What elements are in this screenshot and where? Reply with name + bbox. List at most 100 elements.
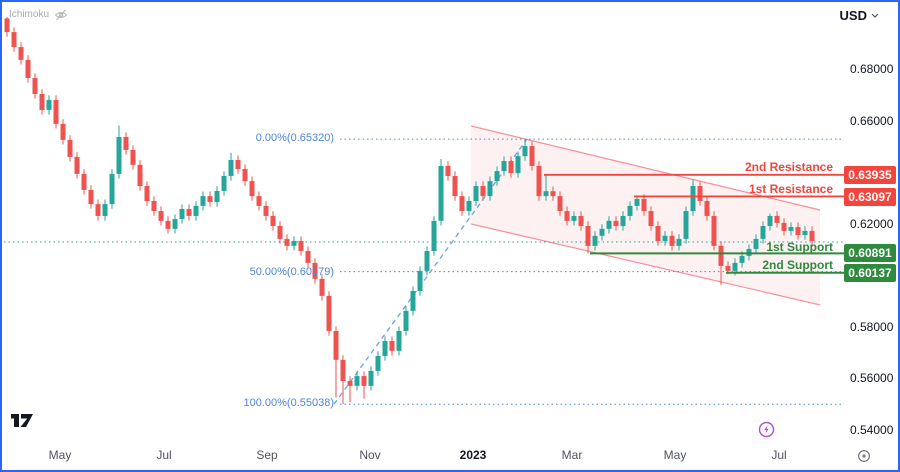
candle-body: [39, 93, 45, 110]
resistance-1-label[interactable]: 1st Resistance: [748, 182, 833, 196]
candle-body: [774, 215, 780, 223]
resistance-2-label[interactable]: 2nd Resistance: [744, 160, 833, 174]
candle-body: [760, 226, 766, 239]
candle-body: [739, 255, 745, 263]
candle-body: [158, 211, 164, 221]
candle-body: [291, 240, 297, 246]
support-2-label[interactable]: 2nd Support: [762, 258, 833, 272]
x-axis-tick: May: [48, 448, 72, 462]
candle-body: [718, 245, 724, 266]
candle-body: [354, 376, 360, 386]
candle-body: [550, 191, 556, 197]
candle-body: [592, 235, 598, 246]
candle-body: [466, 200, 472, 212]
tradingview-logo-icon[interactable]: [10, 413, 34, 434]
candle-body: [284, 238, 290, 246]
candle-body: [599, 228, 605, 236]
price-badge-resistance-2: 0.63935: [844, 166, 896, 184]
candle-body: [263, 205, 269, 216]
chevron-down-icon: [871, 13, 879, 18]
candle-body: [613, 220, 619, 227]
fib-label-0[interactable]: 0.00%(0.65320): [255, 132, 334, 144]
candle-body: [179, 208, 185, 220]
x-axis-tick: Jul: [771, 448, 787, 462]
candle-body: [417, 270, 423, 291]
x-axis-tick: Nov: [359, 448, 381, 462]
candle-body: [32, 77, 38, 94]
candle-body: [361, 376, 367, 386]
candle-body: [228, 159, 234, 176]
candle-body: [487, 181, 493, 197]
candle-body: [564, 211, 570, 221]
support-1-label[interactable]: 1st Support: [766, 240, 833, 254]
candle-body: [305, 251, 311, 263]
candle-body: [11, 32, 17, 48]
candle-body: [438, 165, 444, 221]
candle-body: [473, 186, 479, 201]
candle-body: [781, 222, 787, 231]
candle-body: [249, 181, 255, 197]
candle-body: [396, 330, 402, 351]
candle-body: [536, 165, 542, 197]
candle-body: [221, 175, 227, 191]
candle-body: [200, 196, 206, 206]
fib-label-100[interactable]: 100.00%(0.55038): [243, 397, 334, 409]
candle-body: [81, 173, 87, 190]
candle-body: [802, 230, 808, 236]
price-badge-support-1: 0.60891: [844, 244, 896, 262]
candle-body: [690, 186, 696, 212]
candle-body: [627, 205, 633, 216]
candle-body: [214, 190, 220, 203]
candle-body: [634, 198, 640, 206]
candle-body: [368, 370, 374, 386]
candle-body: [669, 235, 675, 246]
candle-body: [375, 355, 381, 371]
candle-body: [648, 211, 654, 227]
candle-body: [683, 211, 689, 239]
lightning-icon[interactable]: [758, 421, 775, 442]
candle-body: [732, 262, 738, 271]
candle-body: [319, 278, 325, 296]
price-badge-support-2: 0.60137: [844, 264, 896, 282]
y-axis-tick: 0.56000: [850, 371, 894, 385]
fib-label-50[interactable]: 50.00%(0.60179): [249, 266, 334, 278]
candle-body: [578, 215, 584, 227]
candle-body: [270, 215, 276, 227]
candle-body: [557, 196, 563, 212]
candle-body: [725, 265, 731, 271]
candle-body: [452, 175, 458, 197]
candle-body: [25, 59, 31, 78]
candle-body: [235, 159, 241, 170]
candle-body: [571, 215, 577, 221]
indicator-legend[interactable]: Ichimoku: [9, 9, 68, 21]
candle-body: [711, 215, 717, 246]
target-icon[interactable]: [857, 449, 871, 467]
candle-body: [46, 99, 52, 110]
candle-body: [130, 149, 136, 165]
eye-off-icon[interactable]: [54, 9, 68, 21]
candle-body: [655, 226, 661, 241]
candle-body: [67, 139, 73, 157]
candle-body: [543, 191, 549, 197]
y-axis-tick: 0.62000: [850, 217, 894, 231]
candle-body: [809, 230, 815, 241]
currency-selector[interactable]: USD: [840, 9, 879, 22]
candle-body: [18, 47, 24, 60]
x-axis-tick: Sep: [256, 448, 278, 462]
x-axis-tick: Mar: [561, 448, 583, 462]
candle-body: [102, 204, 108, 216]
candle-body: [389, 341, 395, 351]
candle-body: [298, 240, 304, 252]
candle-body: [95, 204, 101, 216]
candle-body: [697, 186, 703, 201]
candle-body: [256, 196, 262, 206]
candle-body: [326, 295, 332, 331]
candle-body: [144, 186, 150, 201]
price-badge-resistance-1: 0.63097: [844, 188, 896, 206]
candle-body: [53, 99, 59, 124]
candle-body: [109, 173, 115, 205]
candle-body: [312, 262, 318, 279]
candle-body: [795, 227, 801, 236]
candle-body: [424, 251, 430, 271]
